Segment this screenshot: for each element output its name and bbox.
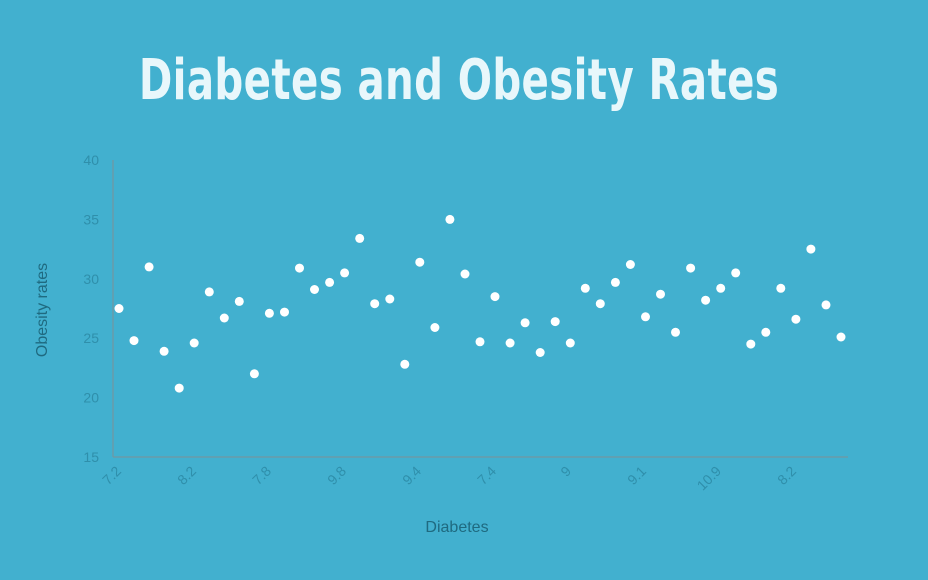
x-tick-label: 7.8 xyxy=(249,463,274,488)
y-tick-labels: 15 20 25 30 35 40 xyxy=(83,152,99,465)
data-point xyxy=(535,348,545,357)
data-point xyxy=(189,338,199,348)
x-tick-labels: 7.2 8.2 7.8 9.8 9.4 7.4 9 9.1 10.9 8.2 xyxy=(99,463,799,494)
axes xyxy=(112,160,848,458)
y-tick-label: 15 xyxy=(83,449,99,465)
data-point xyxy=(656,289,665,299)
data-point xyxy=(595,299,605,309)
data-point xyxy=(159,346,169,356)
data-point xyxy=(550,317,560,327)
data-point xyxy=(280,307,289,317)
data-point xyxy=(475,337,485,347)
data-point xyxy=(219,313,229,323)
data-point xyxy=(701,295,711,305)
y-tick-label: 25 xyxy=(83,330,99,346)
y-tick-label: 40 xyxy=(83,152,99,168)
data-point xyxy=(295,263,304,273)
x-tick-label: 10.9 xyxy=(694,463,725,494)
data-point xyxy=(174,383,184,393)
data-point xyxy=(249,369,259,379)
data-point xyxy=(731,268,741,278)
data-point xyxy=(821,300,831,310)
data-point xyxy=(355,233,365,243)
x-tick-label: 9 xyxy=(557,463,574,480)
data-point xyxy=(310,285,319,294)
data-point xyxy=(234,296,244,306)
data-point xyxy=(445,214,455,224)
data-point xyxy=(385,294,395,304)
x-tick-label: 9.8 xyxy=(324,463,349,488)
x-tick-label: 8.2 xyxy=(174,463,199,488)
y-tick-label: 35 xyxy=(83,211,99,227)
x-axis-label: Diabetes xyxy=(425,519,488,536)
data-point xyxy=(671,327,680,337)
data-point xyxy=(340,268,350,278)
data-point xyxy=(325,277,335,287)
data-point xyxy=(625,260,635,269)
data-point xyxy=(415,257,425,267)
x-tick-label: 9.4 xyxy=(399,463,424,488)
data-point xyxy=(264,308,274,318)
y-tick-label: 30 xyxy=(83,271,99,287)
y-axis-label: Obesity rates xyxy=(34,263,51,357)
data-point xyxy=(430,323,440,332)
data-point xyxy=(746,339,756,349)
data-point xyxy=(761,327,771,337)
data-point xyxy=(836,332,846,342)
data-point xyxy=(806,244,816,254)
data-point xyxy=(520,318,530,328)
data-point xyxy=(114,304,124,313)
x-tick-label: 8.2 xyxy=(774,463,799,488)
data-point xyxy=(400,359,410,369)
chart-title: Diabetes and Obesity Rates xyxy=(138,48,780,113)
x-tick-label: 9.1 xyxy=(624,463,649,488)
data-point xyxy=(144,262,154,272)
data-point xyxy=(370,299,380,309)
data-point xyxy=(791,314,801,324)
data-points xyxy=(114,214,846,393)
data-point xyxy=(505,338,515,348)
data-point xyxy=(460,269,470,279)
data-point xyxy=(716,283,726,293)
data-point xyxy=(580,283,590,293)
data-point xyxy=(776,283,786,293)
data-point xyxy=(686,263,696,273)
x-tick-label: 7.2 xyxy=(99,463,124,488)
data-point xyxy=(490,292,500,302)
y-tick-label: 20 xyxy=(83,390,99,406)
x-tick-label: 7.4 xyxy=(474,463,499,488)
data-point xyxy=(129,336,139,346)
data-point xyxy=(565,338,575,348)
data-point xyxy=(610,277,620,287)
data-point xyxy=(641,312,650,322)
data-point xyxy=(204,287,214,297)
